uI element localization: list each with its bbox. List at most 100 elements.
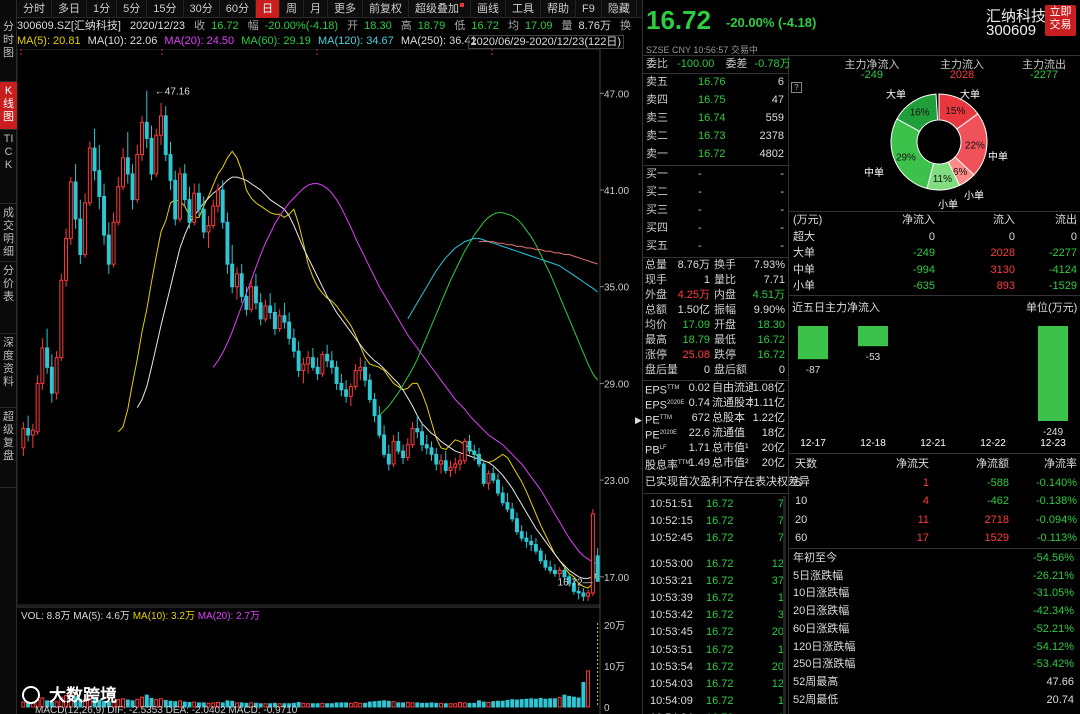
vtab-0[interactable]: 分时图 [0, 18, 17, 82]
toolbar-btn-6[interactable]: 60分 [220, 0, 256, 18]
toolbar-btn-17[interactable]: 隐藏 [602, 0, 637, 18]
ma-line-MA(250) [479, 241, 598, 265]
volume-bar [329, 703, 334, 708]
candle-body [40, 347, 45, 384]
ask-row[interactable]: 卖四 16.75 47 [642, 92, 788, 109]
ask-row[interactable]: 卖五 16.76 6 [642, 74, 788, 91]
collapse-arrow-icon[interactable]: ▶ [635, 415, 642, 425]
toolbar-btn-10[interactable]: 更多 [328, 0, 363, 18]
candle-body [116, 186, 121, 223]
volume-bar [287, 703, 292, 708]
ask-row[interactable]: 卖三 16.74 559 [642, 110, 788, 127]
period-table-cell: 11 [917, 513, 929, 526]
vtab-4[interactable]: 分价表 [0, 262, 17, 334]
flow-table-cell: -635 [912, 280, 935, 292]
vol-tick-label: 10万 [604, 662, 625, 673]
toolbar-btn-0[interactable]: 分时 [17, 0, 52, 18]
trade-now-button[interactable]: 立即交易 [1045, 5, 1076, 36]
candle-body [106, 234, 111, 265]
vtab-1[interactable]: K线图 [0, 82, 17, 130]
ask-level: 卖一 [646, 148, 668, 160]
tick-price: 16.72 [706, 643, 734, 656]
candle-body [567, 576, 572, 584]
volume-bar [434, 702, 439, 708]
ma60-legend: MA(60): 29.19 [241, 35, 311, 47]
volume-bar [78, 698, 83, 708]
bid-row[interactable]: 买一 - - [642, 166, 788, 183]
close-label: 收 [194, 20, 206, 32]
main-net-inflow-label: 主力净流入 [844, 59, 900, 71]
question-icon[interactable]: ? [791, 82, 802, 93]
five-day-date: 12-18 [860, 438, 886, 449]
date-range-label[interactable]: 2020/06/29-2020/12/23(122日) [467, 35, 624, 49]
toolbar-btn-13[interactable]: 画线 [471, 0, 506, 18]
candle-body [543, 560, 548, 568]
vtab-5[interactable]: 深度资料 [0, 334, 17, 408]
toolbar-btn-16[interactable]: F9 [576, 0, 602, 18]
stat-label: 盘后量 [645, 364, 678, 376]
stat-label: 换手 [714, 259, 736, 271]
toolbar-btn-12[interactable]: 超级叠加 [409, 0, 471, 18]
tick-scrollbar[interactable] [783, 496, 786, 714]
period-table-cell: 1 [922, 476, 929, 489]
toolbar-btn-15[interactable]: 帮助 [541, 0, 576, 18]
tick-time: 10:53:42 [650, 609, 693, 622]
candle-body [64, 237, 69, 281]
toolbar-btn-5[interactable]: 30分 [184, 0, 220, 18]
bid-row[interactable]: 买三 - - [642, 202, 788, 219]
toolbar-btn-8[interactable]: 周 [280, 0, 304, 18]
ask-level: 卖三 [646, 112, 668, 124]
volume-bar [111, 700, 116, 708]
toolbar-btn-3[interactable]: 5分 [117, 0, 148, 18]
tick-time: 10:53:21 [650, 574, 693, 587]
donut-label-big-out: 大单 [886, 88, 906, 101]
ask-row[interactable]: 卖二 16.73 2378 [642, 128, 788, 145]
toolbar-btn-9[interactable]: 月 [304, 0, 328, 18]
stat-label: 涨停 [645, 349, 667, 361]
volume-bar [116, 699, 121, 708]
ask-row[interactable]: 卖一 16.72 4802 [642, 146, 788, 163]
perf-row: 60日涨跌幅 -52.21% [789, 621, 1080, 638]
flow-table-cell: 0 [928, 230, 935, 243]
five-day-bar-label: -53 [866, 352, 881, 363]
vtab-2[interactable]: TICK [0, 130, 17, 204]
kline-chart[interactable]: 47.00 41.00 35.00 29.00 23.00 17.00 ←47.16 16.7… [17, 49, 642, 714]
open-value: 18.30 [364, 20, 392, 32]
perf-row: 52周最低 20.74 [789, 692, 1080, 709]
toolbar-btn-7[interactable]: 日 [256, 0, 280, 18]
period-table-cell: 17 [916, 532, 929, 544]
perf-value: -26.21% [1033, 569, 1074, 582]
price-tick-label: 47.00 [604, 89, 629, 100]
ma-legend-row: MA(5): 20.81 MA(10): 22.06 MA(20): 24.50… [17, 34, 642, 49]
volume-bar [59, 696, 64, 708]
toolbar-btn-1[interactable]: 多日 [52, 0, 87, 18]
bid-volume: - [780, 186, 784, 198]
volume-bar [500, 700, 505, 708]
stat-label: 最低 [714, 334, 736, 346]
tick-price: 16.72 [706, 710, 734, 714]
fundamental-value: 672 [691, 412, 710, 424]
candle-body [372, 399, 377, 417]
period-table-cell: 净流率 [1044, 458, 1077, 470]
candle-body [310, 357, 315, 368]
candle-body [301, 363, 306, 372]
donut-label-big-in: 大单 [960, 88, 980, 101]
fundamental-row: 股息率TTM 1.49 总市值² 20亿 [642, 456, 788, 472]
toolbar-btn-14[interactable]: 工具 [506, 0, 541, 18]
volume-bar [258, 703, 263, 708]
fundamental-label: 流通股本 [712, 397, 756, 409]
toolbar-btn-2[interactable]: 1分 [87, 0, 118, 18]
main-inflow-value: 2028 [949, 69, 975, 81]
bid-row[interactable]: 买四 - - [642, 220, 788, 237]
period-table-cell: 20 [795, 513, 808, 526]
toolbar-btn-11[interactable]: 前复权 [363, 0, 409, 18]
bid-row[interactable]: 买五 - - [642, 238, 788, 255]
candle-body [391, 440, 396, 465]
vtab-6[interactable]: 超级复盘 [0, 408, 17, 488]
volume-bar [548, 698, 553, 708]
toolbar-btn-4[interactable]: 15分 [147, 0, 184, 18]
stat-label: 总额 [645, 304, 667, 316]
vtab-3[interactable]: 成交明细 [0, 204, 17, 262]
bid-row[interactable]: 买二 - - [642, 184, 788, 201]
